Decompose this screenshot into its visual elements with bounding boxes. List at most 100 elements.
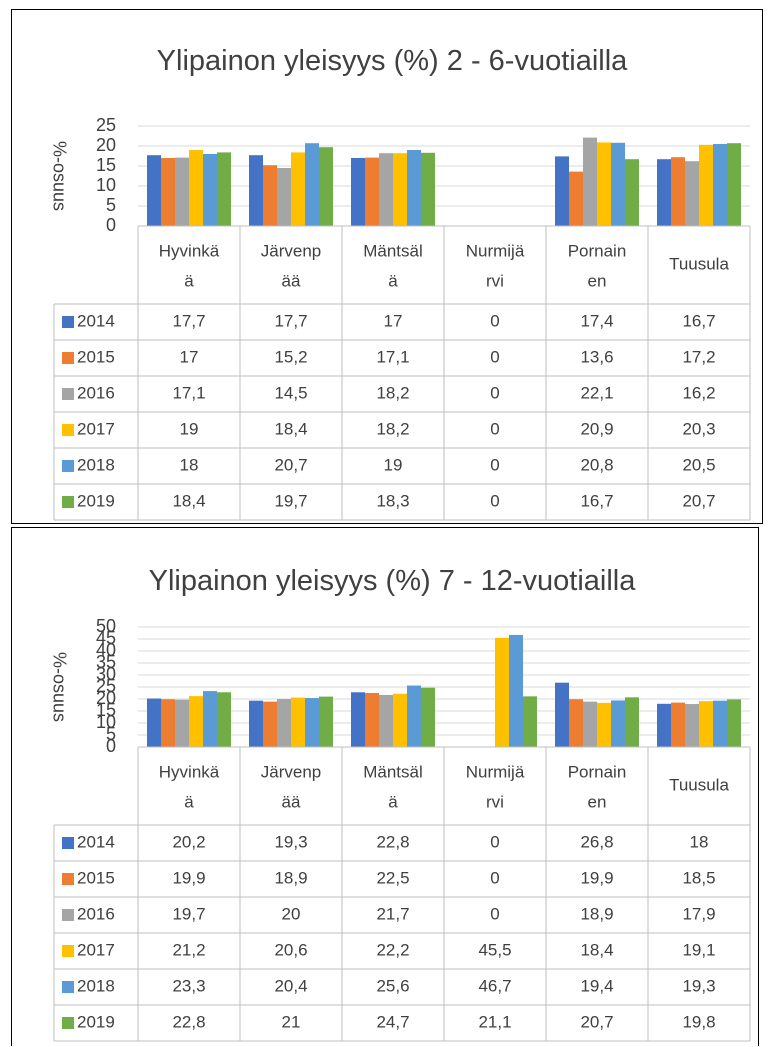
- bar: [189, 696, 203, 747]
- bar: [657, 159, 671, 226]
- bar: [217, 692, 231, 747]
- bar: [175, 157, 189, 226]
- data-label: 0: [490, 383, 499, 402]
- y-tick-label: 25: [96, 115, 116, 135]
- bar: [727, 699, 741, 747]
- data-label: 18,4: [172, 491, 205, 510]
- y-tick-label: 5: [106, 724, 116, 744]
- data-label: 19,7: [172, 904, 205, 923]
- legend-label: 2018: [77, 976, 115, 995]
- data-label: 19,8: [682, 1012, 715, 1031]
- bar: [597, 142, 611, 226]
- category-label: Hyvinkä: [159, 762, 220, 781]
- bar: [291, 152, 305, 226]
- data-label: 17: [180, 347, 199, 366]
- data-label: 13,6: [580, 347, 613, 366]
- data-label: 19: [180, 419, 199, 438]
- data-label: 22,5: [376, 868, 409, 887]
- category-label: Mäntsäl: [363, 241, 423, 260]
- y-axis-label: %-osuus: [49, 652, 69, 722]
- y-axis-label: %-osuus: [49, 141, 69, 211]
- bar: [611, 700, 625, 747]
- data-label: 19: [384, 455, 403, 474]
- legend-label: 2018: [77, 455, 115, 474]
- data-label: 0: [490, 491, 499, 510]
- legend-swatch: [62, 316, 74, 328]
- bar: [291, 697, 305, 747]
- data-label: 20,7: [580, 1012, 613, 1031]
- legend-swatch: [62, 496, 74, 508]
- bar: [379, 694, 393, 747]
- data-label: 18: [690, 832, 709, 851]
- bar: [597, 702, 611, 747]
- legend-swatch: [62, 460, 74, 472]
- data-label: 19,3: [682, 976, 715, 995]
- data-label: 20,7: [274, 455, 307, 474]
- category-label: Tuusula: [669, 254, 729, 273]
- data-label: 23,3: [172, 976, 205, 995]
- bar: [657, 703, 671, 747]
- y-tick-label: 0: [106, 215, 116, 235]
- bar: [699, 144, 713, 226]
- y-tick-label: 15: [96, 155, 116, 175]
- bar: [263, 701, 277, 747]
- bar: [685, 161, 699, 226]
- y-tick-label: 45: [96, 628, 116, 648]
- data-label: 0: [490, 347, 499, 366]
- bar: [351, 158, 365, 226]
- bar: [161, 699, 175, 747]
- y-tick-label: 10: [96, 175, 116, 195]
- data-label: 0: [490, 455, 499, 474]
- data-label: 20,2: [172, 832, 205, 851]
- data-label: 0: [490, 868, 499, 887]
- bar: [495, 637, 509, 747]
- legend-swatch: [62, 945, 74, 957]
- category-label: en: [588, 271, 607, 290]
- data-label: 0: [490, 832, 499, 851]
- category-label: ä: [388, 271, 398, 290]
- bar: [523, 696, 537, 747]
- bar-chart-7-12: Ylipainon yleisyys (%) 7 - 12-vuotiailla…: [49, 565, 751, 1042]
- data-label: 17,2: [682, 347, 715, 366]
- data-label: 22,2: [376, 940, 409, 959]
- y-tick-label: 5: [106, 195, 116, 215]
- data-label: 20,5: [682, 455, 715, 474]
- data-label: 22,8: [172, 1012, 205, 1031]
- data-label: 19,9: [580, 868, 613, 887]
- category-label: rvi: [486, 792, 504, 811]
- data-label: 16,7: [580, 491, 613, 510]
- chart-title: Ylipainon yleisyys (%) 7 - 12-vuotiailla: [149, 565, 637, 597]
- category-label: rvi: [486, 271, 504, 290]
- bar: [393, 153, 407, 226]
- data-label: 24,7: [376, 1012, 409, 1031]
- category-label: Pornain: [568, 762, 627, 781]
- data-label: 17,1: [172, 383, 205, 402]
- category-label: ää: [282, 792, 301, 811]
- category-label: ää: [282, 271, 301, 290]
- data-label: 18,3: [376, 491, 409, 510]
- legend-label: 2017: [77, 419, 115, 438]
- bar: [161, 158, 175, 226]
- data-label: 16,2: [682, 383, 715, 402]
- bar: [583, 137, 597, 226]
- y-tick-label: 30: [96, 664, 116, 684]
- bar: [625, 697, 639, 747]
- bar: [509, 634, 523, 747]
- data-label: 26,8: [580, 832, 613, 851]
- bar: [685, 704, 699, 747]
- data-label: 0: [490, 311, 499, 330]
- bar: [319, 696, 333, 747]
- bar: [351, 692, 365, 747]
- category-label: Nurmijä: [466, 762, 525, 781]
- y-tick-label: 15: [96, 700, 116, 720]
- legend-label: 2015: [77, 347, 115, 366]
- data-label: 25,6: [376, 976, 409, 995]
- legend-label: 2015: [77, 868, 115, 887]
- bar: [569, 171, 583, 226]
- bar: [277, 168, 291, 226]
- legend-label: 2014: [77, 832, 115, 851]
- data-label: 19,3: [274, 832, 307, 851]
- bar: [203, 154, 217, 226]
- bar: [407, 150, 421, 226]
- bar: [583, 701, 597, 747]
